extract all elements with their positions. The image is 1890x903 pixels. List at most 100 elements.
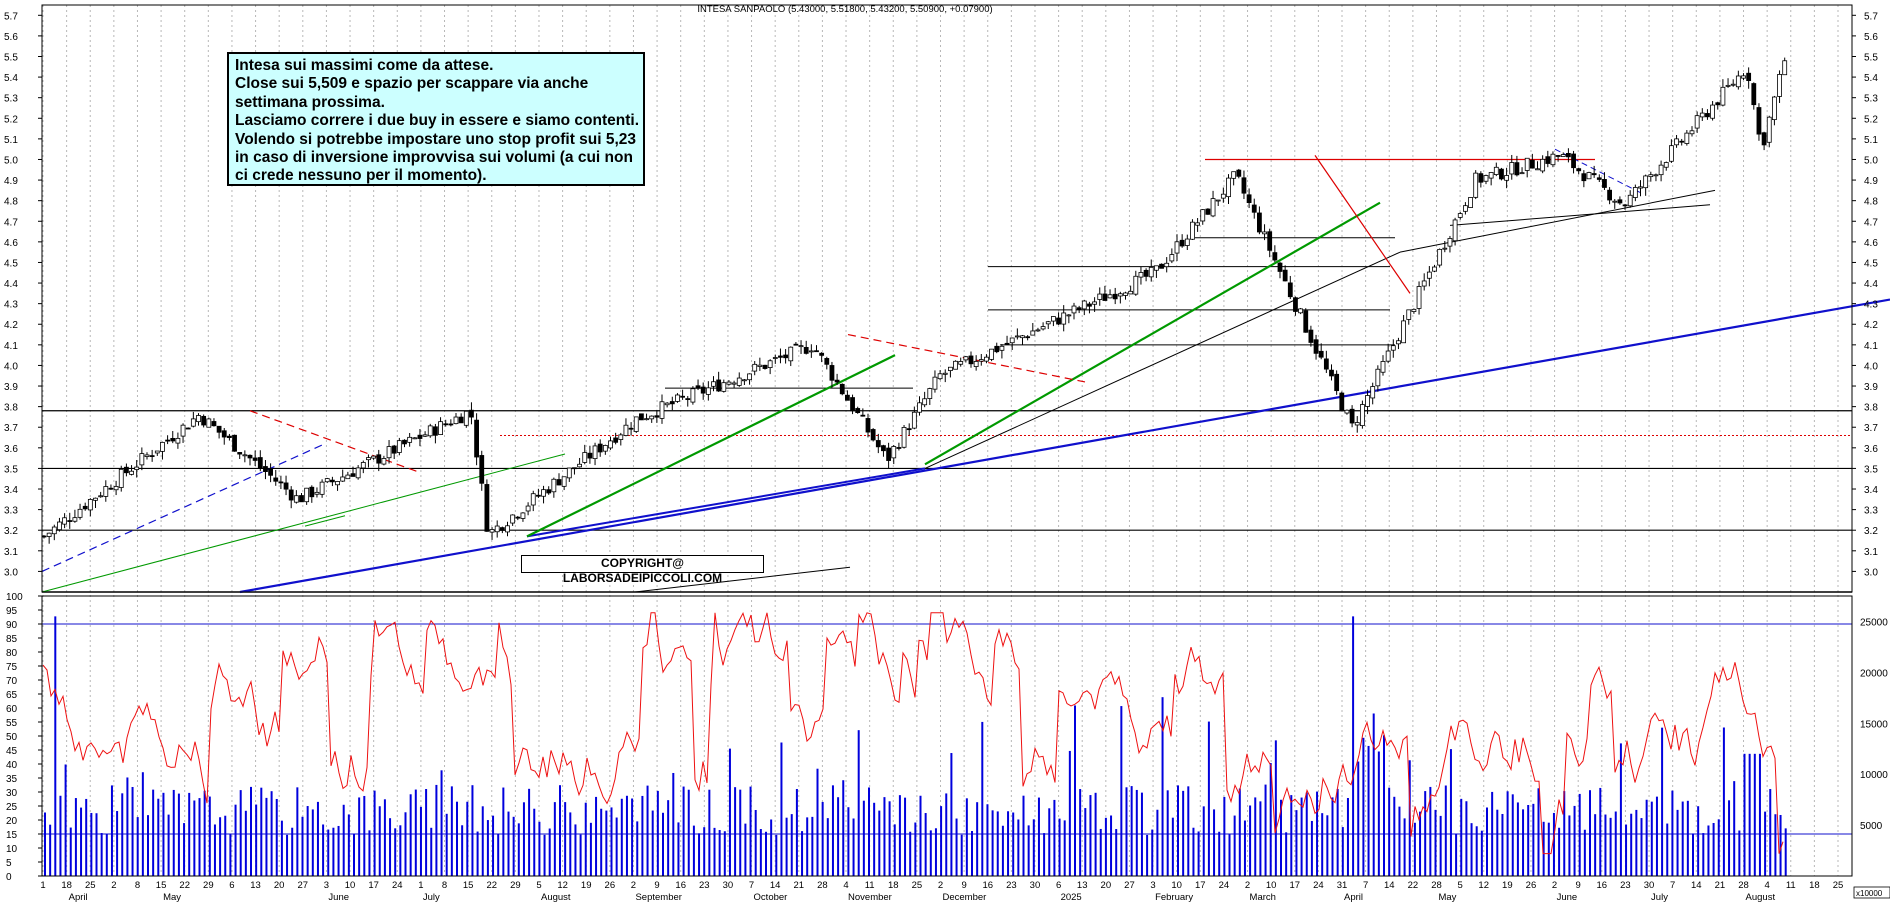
candle-body	[1241, 177, 1247, 194]
volume-bar	[600, 808, 603, 876]
candle-body	[438, 421, 443, 436]
volume-bar	[157, 798, 160, 876]
volume-bar	[167, 814, 170, 876]
trend-lines	[41, 148, 1890, 594]
candle-body	[201, 415, 207, 426]
y-tick-label-right: 3.6	[1864, 444, 1878, 455]
volume-bar	[1748, 753, 1751, 876]
volume-bar	[584, 802, 587, 876]
candle-body	[1174, 241, 1180, 254]
candle-body	[1679, 140, 1685, 143]
note-line: Volendo si potrebbe impostare uno stop p…	[235, 130, 637, 148]
candle-body	[1493, 166, 1499, 175]
y-tick-label-left: 5.2	[4, 114, 18, 125]
candle-body	[1411, 308, 1417, 312]
volume-bar	[929, 830, 932, 876]
y-tick-label-right: 4.5	[1864, 258, 1878, 269]
volume-bar	[353, 833, 355, 876]
candle-body	[530, 493, 536, 506]
candle-body	[1622, 204, 1628, 207]
candle-body	[474, 419, 480, 458]
volume-bar	[687, 789, 690, 876]
y-tick-label-right: 3.1	[1864, 547, 1878, 558]
x-tick-label: 7	[1670, 880, 1675, 891]
candle-body	[1432, 266, 1437, 272]
candle-body	[762, 364, 768, 369]
candle-body	[67, 520, 73, 522]
volume-bar	[1305, 792, 1308, 876]
candle-body	[1447, 238, 1453, 247]
y-tick-label-right: 5.7	[1864, 11, 1878, 22]
osc-tick-label: 95	[6, 606, 18, 617]
volume-bar	[456, 801, 458, 876]
volume-bar	[533, 808, 536, 876]
volume-bar	[739, 789, 742, 876]
oscillator-line	[42, 612, 1784, 855]
volume-bar	[559, 785, 561, 876]
y-tick-label-right: 3.0	[1864, 567, 1878, 578]
candle-body	[329, 479, 335, 483]
volume-bar	[1784, 828, 1787, 876]
volume-bar	[69, 827, 72, 876]
candle-body	[1426, 271, 1432, 279]
candle-body	[1555, 155, 1561, 157]
candle-body	[180, 424, 186, 437]
volume-bar	[1480, 830, 1483, 876]
volume-bar	[553, 802, 556, 876]
volume-bar	[1707, 825, 1710, 876]
candle-body	[989, 348, 994, 360]
volume-bar	[1393, 796, 1396, 876]
candle-body	[190, 418, 196, 427]
candle-body	[427, 425, 433, 437]
candle-body	[778, 355, 783, 358]
volume-bar	[440, 770, 443, 876]
volume-bar	[662, 812, 664, 876]
candle-body	[1020, 335, 1025, 339]
candle-body	[1066, 314, 1072, 317]
candle-body	[845, 394, 850, 401]
volume-bar	[1249, 805, 1252, 876]
candle-body	[1004, 342, 1010, 345]
candle-body	[1190, 221, 1195, 240]
volume-bar	[1439, 815, 1442, 876]
candle-body	[515, 516, 521, 519]
volume-bar	[1295, 810, 1298, 876]
volume-bar	[1455, 833, 1458, 876]
candle-body	[108, 487, 114, 490]
volume-bar	[1496, 809, 1499, 876]
volume-bar	[708, 789, 711, 876]
x-tick-label: 2	[938, 880, 943, 891]
month-label: December	[943, 892, 987, 903]
candle-body	[541, 489, 546, 497]
volume-bar	[1001, 825, 1004, 876]
volume-bar	[734, 787, 737, 876]
candle-body	[577, 463, 582, 468]
candle-body	[1390, 345, 1396, 351]
x-tick-label: 13	[1077, 880, 1088, 891]
volume-bar	[476, 831, 479, 876]
candle-body	[942, 372, 948, 375]
volume-bar	[378, 806, 381, 876]
volume-bar	[1702, 833, 1705, 876]
candle-body	[1766, 116, 1772, 143]
volume-bar	[1156, 809, 1159, 876]
volume-bar	[54, 616, 57, 876]
month-label: February	[1155, 892, 1193, 903]
volume-bar	[481, 806, 484, 876]
volume-bar	[852, 818, 855, 876]
volume-bar	[1362, 737, 1365, 876]
volume-bar	[1161, 697, 1164, 876]
candle-body	[623, 424, 629, 436]
volume-bar	[1341, 827, 1344, 876]
volume-bar	[698, 833, 701, 876]
candle-body	[886, 447, 891, 461]
volume-bar	[1619, 743, 1622, 876]
volume-bar	[1697, 806, 1700, 876]
candle-body	[381, 458, 387, 465]
volume-bar	[965, 798, 968, 876]
candle-body	[149, 455, 155, 457]
volume-bar	[507, 811, 510, 876]
x-tick-label: 14	[1691, 880, 1702, 891]
volume-bar	[898, 795, 901, 876]
y-tick-label-left: 5.0	[4, 155, 18, 166]
